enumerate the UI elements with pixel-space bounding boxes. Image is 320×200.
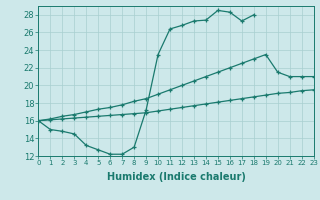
X-axis label: Humidex (Indice chaleur): Humidex (Indice chaleur) xyxy=(107,172,245,182)
